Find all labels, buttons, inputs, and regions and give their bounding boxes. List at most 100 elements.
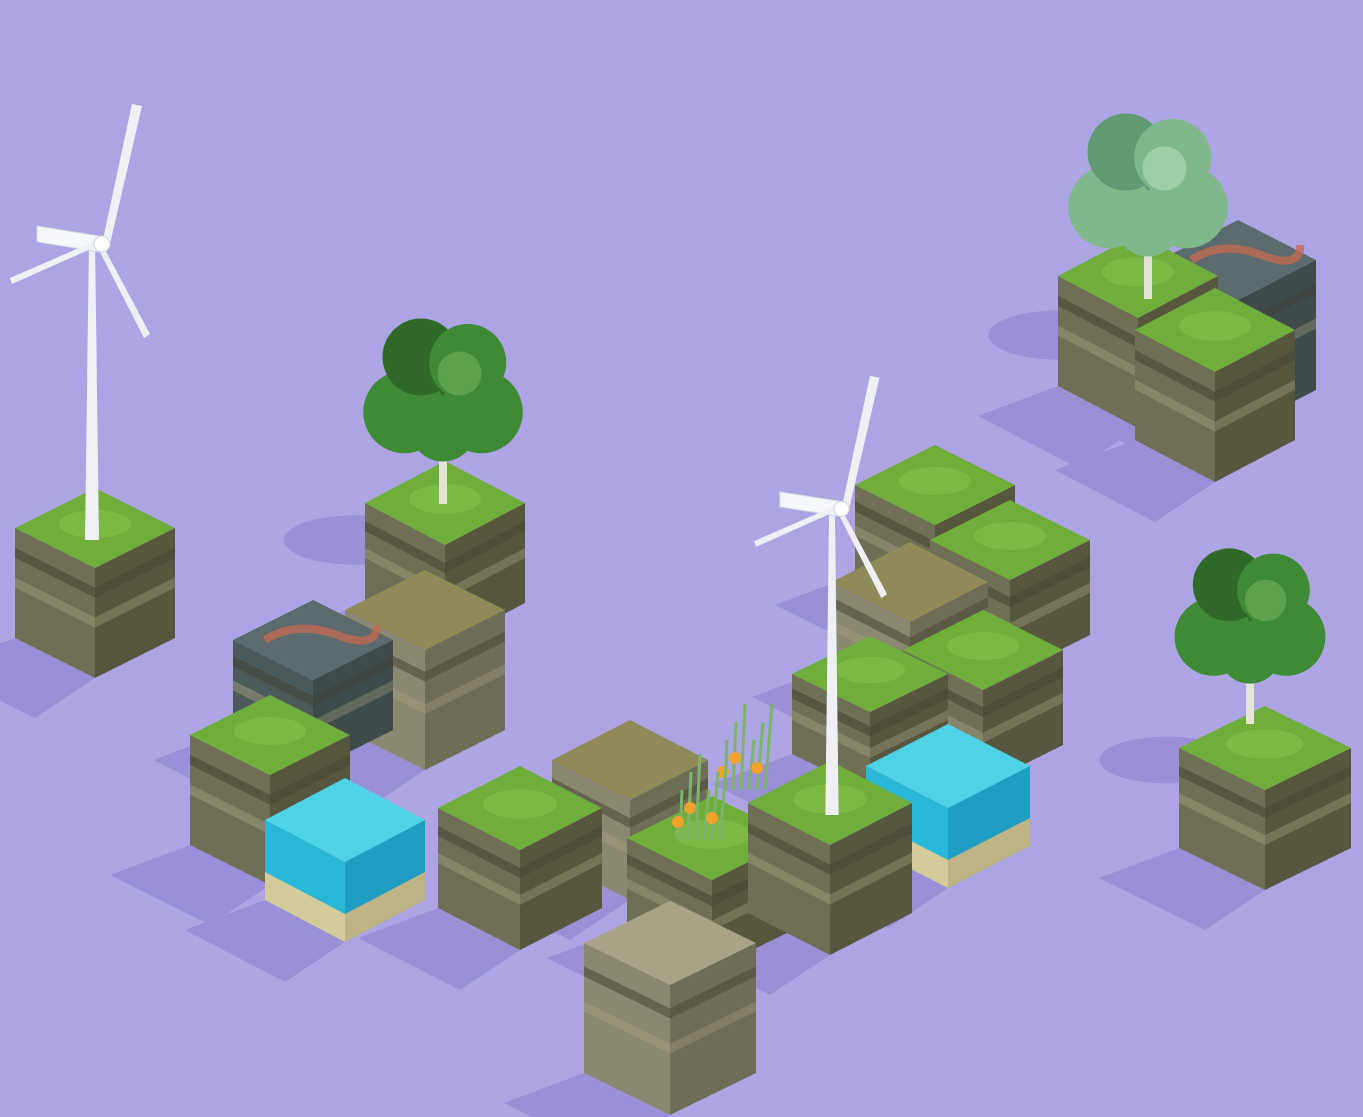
wind-turbine-icon <box>10 104 150 540</box>
soil-layer <box>233 656 313 707</box>
soil-layer <box>830 852 912 905</box>
soil-layer <box>425 631 505 682</box>
grass-highlight <box>483 789 557 819</box>
flower-blossom <box>672 816 684 828</box>
turbine-blade <box>10 238 102 284</box>
cube-right-face <box>1215 330 1295 482</box>
soil-layer <box>830 822 912 875</box>
soil-layer <box>630 778 708 828</box>
soil-layer <box>983 692 1063 743</box>
cube-shadow <box>358 908 520 990</box>
grass-highlight <box>834 656 906 684</box>
soil-layer <box>445 521 525 573</box>
flower-stem <box>678 789 684 841</box>
grass-highlight <box>234 717 306 745</box>
soil-layer <box>445 548 525 600</box>
cube-right-face <box>95 528 175 678</box>
soil-layer <box>1058 295 1138 348</box>
turbine-blade <box>837 508 888 599</box>
soil-layer <box>870 710 948 758</box>
grass-cube <box>1135 288 1295 482</box>
soil-layer <box>95 577 175 628</box>
flower-stem <box>763 703 774 791</box>
tree-icon <box>1174 548 1326 724</box>
soil-layer <box>1058 325 1138 378</box>
soil-layer <box>670 1001 756 1054</box>
sand-layer <box>345 872 425 942</box>
cube-shadow <box>1055 440 1215 522</box>
soil-layer <box>15 577 95 628</box>
flower-stem <box>702 789 711 841</box>
flower-blossom <box>729 752 741 764</box>
soil-layer <box>584 966 670 1019</box>
tree-foliage <box>410 395 476 462</box>
soil-layer <box>1010 557 1090 608</box>
turbine-hub <box>93 235 111 253</box>
soil-layer <box>425 664 505 714</box>
turbine-blade <box>98 244 150 338</box>
rust-vein <box>262 624 381 645</box>
turbine-hub <box>833 500 850 517</box>
water-cube <box>265 778 425 942</box>
soil-layer <box>748 822 830 875</box>
turbine-blade <box>102 104 142 244</box>
turbine-tower <box>825 505 839 815</box>
soil-layer <box>365 521 445 573</box>
soil-layer <box>627 854 712 907</box>
cube-top-face <box>832 542 988 622</box>
grass-highlight <box>947 632 1019 660</box>
soil-layer <box>1010 582 1090 633</box>
soil-layer <box>1135 379 1215 432</box>
cube-top-face <box>233 600 393 680</box>
cube-right-face <box>670 943 756 1115</box>
soil-layer <box>870 688 948 737</box>
soil-layer <box>95 547 175 598</box>
tree-trunk <box>1144 229 1152 299</box>
tree-trunk <box>1246 657 1254 724</box>
flower-stem <box>755 721 765 791</box>
flower-stem <box>710 771 720 841</box>
soil-layer <box>520 826 602 878</box>
grass-cube <box>438 766 602 950</box>
cube-shadow <box>0 638 95 718</box>
soil-layer <box>438 826 520 878</box>
tree-foliage-highlight <box>437 351 482 396</box>
gravel-cube <box>584 901 756 1115</box>
cube-shadow <box>504 1073 670 1117</box>
cube-shadow <box>185 900 345 982</box>
flower-blossom <box>751 762 763 774</box>
object-layer <box>10 104 1351 1115</box>
flower-stem <box>747 739 756 791</box>
cube-right-face <box>830 803 912 955</box>
grass-highlight <box>899 467 971 495</box>
cube-top-face <box>552 720 708 800</box>
soil-layer <box>1135 349 1215 402</box>
wind-turbine-icon <box>754 375 888 815</box>
flower-stem <box>739 703 747 791</box>
flower-stem <box>718 753 729 841</box>
turbine-blade <box>754 503 842 547</box>
cube-shadow <box>1099 848 1265 930</box>
soil-layer <box>670 966 756 1019</box>
grass-cube <box>1179 706 1351 890</box>
rust-vein <box>1189 244 1305 265</box>
cube-right-face <box>425 610 505 770</box>
grass-highlight <box>1102 257 1174 287</box>
soil-layer <box>910 597 988 648</box>
soil-layer <box>1265 793 1351 845</box>
grass-highlight <box>1179 311 1251 341</box>
tree-foliage <box>1218 621 1282 684</box>
tree-foliage-highlight <box>1244 579 1287 622</box>
soil-layer <box>832 597 910 648</box>
grass-highlight <box>974 522 1046 550</box>
soil-layer <box>983 667 1063 718</box>
cube-right-face <box>520 808 602 950</box>
sand-layer <box>265 872 345 942</box>
flower-icon <box>672 753 729 841</box>
cube-right-face <box>983 650 1063 785</box>
tree-foliage-highlight <box>1142 146 1187 191</box>
soil-layer <box>1179 793 1265 845</box>
flower-blossom <box>706 812 718 824</box>
